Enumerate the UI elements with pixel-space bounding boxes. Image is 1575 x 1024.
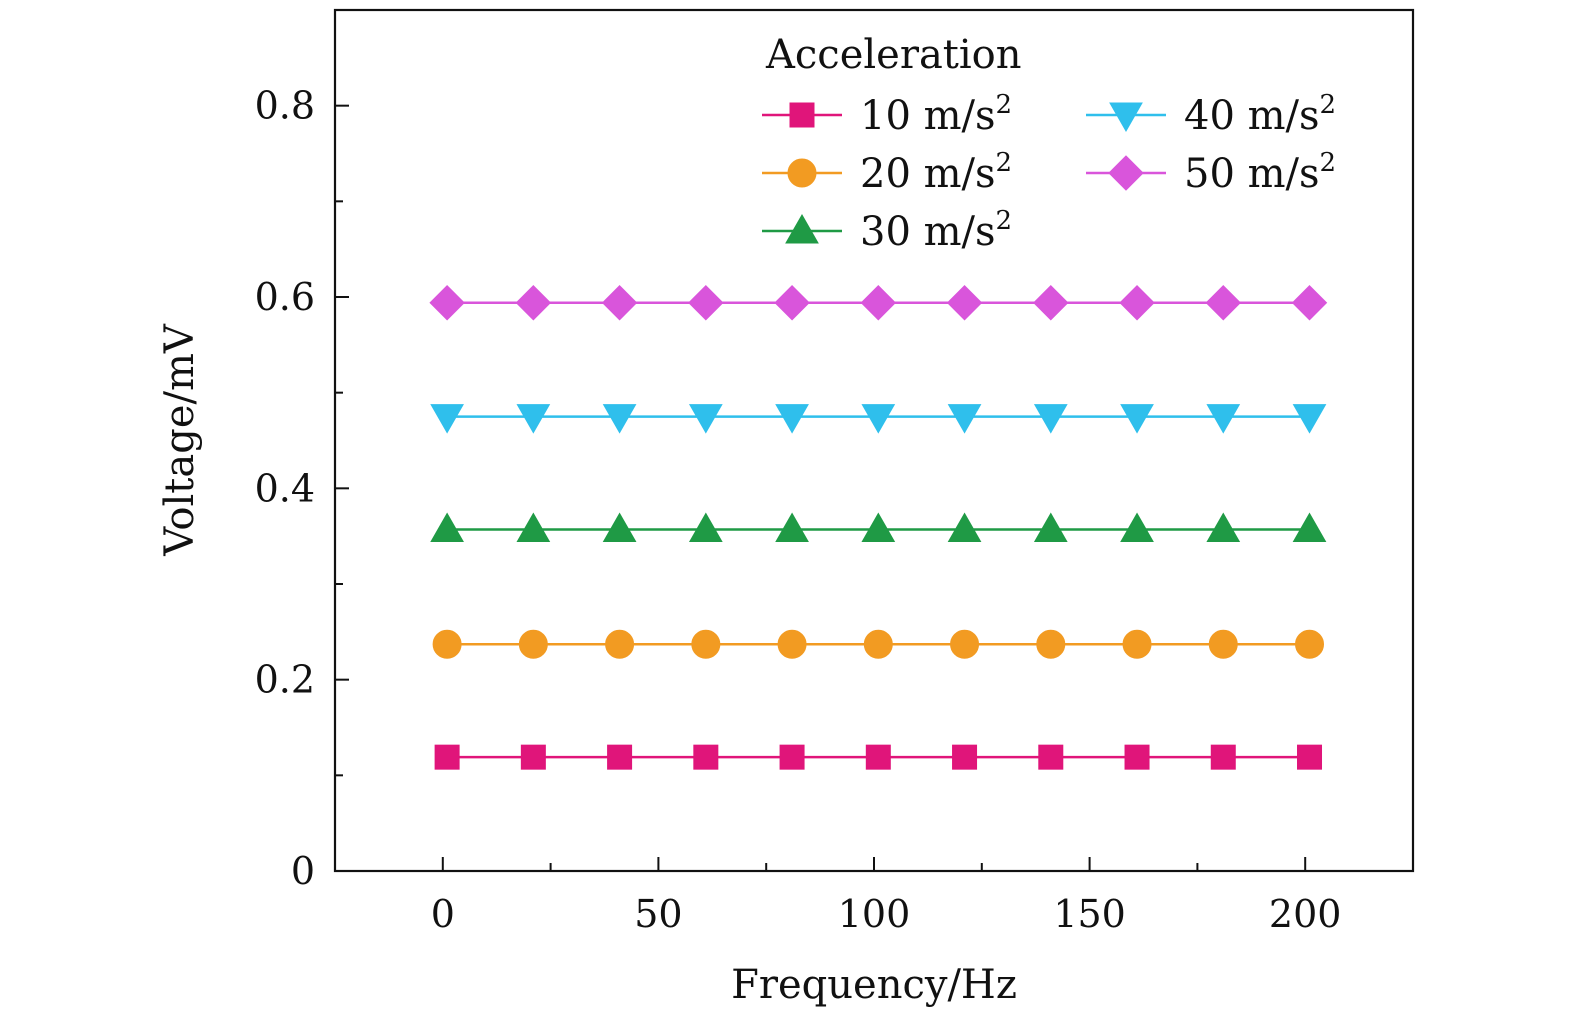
- legend-label: 20 m/s2: [860, 148, 1012, 197]
- data-point: [1291, 285, 1328, 321]
- data-point: [516, 512, 551, 542]
- x-tick-label: 0: [431, 892, 455, 936]
- data-point: [607, 744, 633, 770]
- legend-item-4: 40 m/s2: [1086, 90, 1336, 139]
- y-tick-label: 0: [291, 849, 315, 893]
- legend-label: 10 m/s2: [860, 90, 1012, 139]
- data-point: [1208, 629, 1238, 659]
- data-point: [779, 744, 805, 770]
- plot-frame: [333, 8, 1415, 873]
- x-tick-label: 100: [838, 892, 911, 936]
- data-point: [432, 629, 462, 659]
- data-point: [518, 629, 548, 659]
- x-tick-label: 200: [1269, 892, 1342, 936]
- legend-label: 40 m/s2: [1184, 90, 1336, 139]
- data-point: [1292, 512, 1327, 542]
- legend-item-3: 30 m/s2: [762, 206, 1012, 255]
- data-point: [777, 629, 807, 659]
- data-point: [775, 404, 809, 434]
- data-point: [602, 404, 637, 434]
- data-point: [1206, 404, 1241, 434]
- data-point: [691, 629, 721, 659]
- series-5: [429, 285, 1328, 321]
- y-axis-title: Voltage/mV: [157, 323, 203, 557]
- data-point: [688, 404, 723, 434]
- data-point: [860, 285, 897, 321]
- data-point: [1292, 404, 1327, 434]
- legend-item-5: 50 m/s2: [1086, 148, 1336, 197]
- data-point: [430, 404, 464, 434]
- data-point: [515, 285, 552, 321]
- data-point: [946, 285, 983, 321]
- data-point: [693, 744, 719, 770]
- data-point: [947, 512, 982, 542]
- x-tick-label: 150: [1053, 892, 1126, 936]
- data-point: [1038, 744, 1064, 770]
- x-axis-title: Frequency/Hz: [731, 962, 1017, 1008]
- data-point: [434, 744, 460, 770]
- data-point: [1120, 404, 1154, 434]
- data-point: [775, 512, 809, 542]
- series-2: [432, 629, 1325, 659]
- data-point: [430, 512, 464, 542]
- data-point: [1205, 285, 1241, 321]
- data-point: [1295, 629, 1325, 659]
- data-point: [1120, 512, 1154, 542]
- data-point: [1210, 744, 1236, 770]
- legend-label: 30 m/s2: [860, 206, 1012, 255]
- data-point: [952, 744, 978, 770]
- legend-marker: [789, 102, 815, 128]
- legend-marker: [785, 213, 819, 244]
- data-point: [1033, 512, 1068, 542]
- data-point: [520, 744, 546, 770]
- data-point: [863, 629, 893, 659]
- data-point: [1124, 744, 1150, 770]
- axes: 0 50 100 150 200 0 0.2 0.4 0.6 0.8: [255, 8, 1415, 936]
- data-point: [688, 285, 724, 321]
- data-point: [1033, 285, 1069, 321]
- y-tick-label: 0.6: [255, 275, 315, 319]
- series-3: [430, 512, 1327, 542]
- legend-label: 50 m/s2: [1184, 148, 1336, 197]
- y-tick-label: 0.8: [255, 84, 315, 128]
- data-point: [1036, 629, 1066, 659]
- series-1: [434, 744, 1323, 770]
- y-tick-label: 0.2: [255, 658, 315, 702]
- data-point: [774, 285, 810, 321]
- series-4: [430, 404, 1327, 434]
- legend-item-1: 10 m/s2: [762, 90, 1012, 139]
- legend-item-2: 20 m/s2: [762, 148, 1012, 197]
- data-point: [1122, 629, 1152, 659]
- data-point: [605, 629, 635, 659]
- data-point: [947, 404, 982, 434]
- data-point: [1297, 744, 1323, 770]
- y-tick-label: 0.4: [255, 466, 315, 510]
- data-point: [602, 512, 637, 542]
- plot-area: [429, 285, 1328, 770]
- data-point: [865, 744, 891, 770]
- legend-title: Acceleration: [765, 32, 1022, 78]
- data-point: [688, 512, 723, 542]
- data-point: [1033, 404, 1068, 434]
- data-point: [861, 404, 896, 434]
- legend: Acceleration 10 m/s2 20 m/s2 30 m/s2 40 m/s2…: [762, 32, 1336, 255]
- legend-marker: [1109, 102, 1143, 133]
- legend-marker: [787, 158, 817, 188]
- data-point: [1119, 285, 1155, 321]
- legend-marker: [1108, 155, 1144, 191]
- x-tick-label: 50: [634, 892, 682, 936]
- data-point: [429, 285, 465, 321]
- data-point: [861, 512, 896, 542]
- data-point: [1206, 512, 1241, 542]
- data-point: [950, 629, 980, 659]
- data-point: [601, 285, 638, 321]
- data-point: [516, 404, 551, 434]
